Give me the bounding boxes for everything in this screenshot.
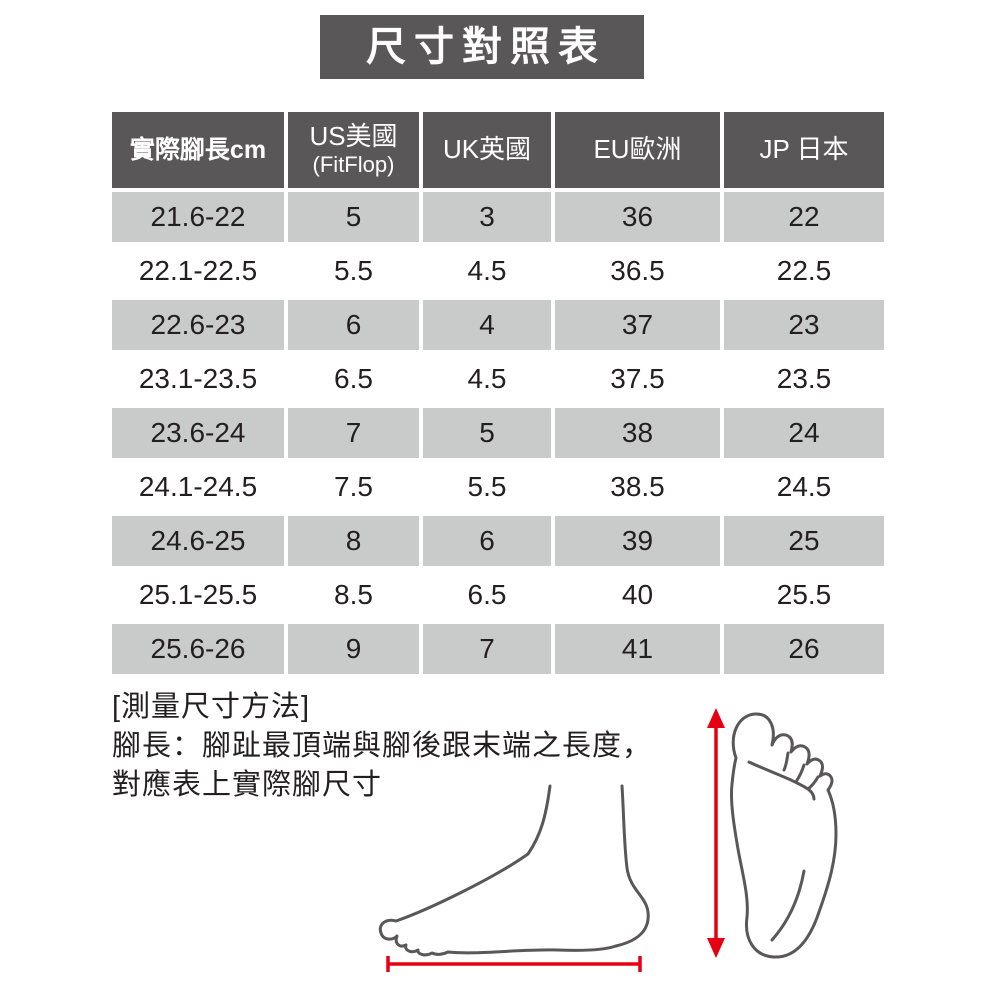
cell-jp: 25.5 xyxy=(724,570,884,620)
table-row: 24.1-24.5 7.5 5.5 38.5 24.5 xyxy=(112,462,884,512)
cell-eu: 36.5 xyxy=(555,246,720,296)
cell-jp: 23 xyxy=(724,300,884,350)
footprint-illustration xyxy=(707,708,838,959)
header-us-label: US美國 xyxy=(309,121,398,152)
cell-us: 8.5 xyxy=(288,570,419,620)
cell-us: 9 xyxy=(288,624,419,674)
cell-uk: 5.5 xyxy=(423,462,551,512)
cell-jp: 26 xyxy=(724,624,884,674)
cell-us: 5.5 xyxy=(288,246,419,296)
cell-uk: 6 xyxy=(423,516,551,566)
header-jp: JP 日本 xyxy=(724,112,884,188)
cell-foot-length: 23.1-23.5 xyxy=(112,354,284,404)
cell-us: 8 xyxy=(288,516,419,566)
cell-uk: 3 xyxy=(423,192,551,242)
table-row: 24.6-25 8 6 39 25 xyxy=(112,516,884,566)
red-double-arrow xyxy=(707,708,725,958)
footprint-outline-icon xyxy=(729,712,838,959)
cell-foot-length: 21.6-22 xyxy=(112,192,284,242)
cell-eu: 37.5 xyxy=(555,354,720,404)
cell-eu: 38 xyxy=(555,408,720,458)
cell-us: 6.5 xyxy=(288,354,419,404)
cell-foot-length: 25.1-25.5 xyxy=(112,570,284,620)
table-row: 25.1-25.5 8.5 6.5 40 25.5 xyxy=(112,570,884,620)
cell-us: 6 xyxy=(288,300,419,350)
table-row: 22.6-23 6 4 37 23 xyxy=(112,300,884,350)
cell-foot-length: 22.1-22.5 xyxy=(112,246,284,296)
cell-us: 5 xyxy=(288,192,419,242)
cell-uk: 4 xyxy=(423,300,551,350)
cell-eu: 39 xyxy=(555,516,720,566)
cell-foot-length: 25.6-26 xyxy=(112,624,284,674)
cell-eu: 37 xyxy=(555,300,720,350)
foot-side-outline-icon xyxy=(378,784,650,957)
foot-side-illustration xyxy=(378,784,650,972)
header-us-sub-label: (FitFlop) xyxy=(312,152,395,178)
table-row: 23.6-24 7 5 38 24 xyxy=(112,408,884,458)
cell-foot-length: 24.6-25 xyxy=(112,516,284,566)
cell-foot-length: 23.6-24 xyxy=(112,408,284,458)
cell-uk: 7 xyxy=(423,624,551,674)
cell-jp: 22.5 xyxy=(724,246,884,296)
measurement-notes: [測量尺寸方法] 腳長：腳趾最頂端與腳後跟末端之長度， 對應表上實際腳尺寸 xyxy=(112,688,652,805)
cell-foot-length: 24.1-24.5 xyxy=(112,462,284,512)
cell-uk: 6.5 xyxy=(423,570,551,620)
cell-eu: 36 xyxy=(555,192,720,242)
notes-line2: 對應表上實際腳尺寸 xyxy=(112,769,383,801)
cell-us: 7.5 xyxy=(288,462,419,512)
notes-line1: 腳長：腳趾最頂端與腳後跟末端之長度， xyxy=(112,730,653,762)
page-title: 尺寸對照表 xyxy=(320,15,644,79)
cell-jp: 22 xyxy=(724,192,884,242)
table-row: 22.1-22.5 5.5 4.5 36.5 22.5 xyxy=(112,246,884,296)
cell-jp: 24.5 xyxy=(724,462,884,512)
header-us: US美國 (FitFlop) xyxy=(288,112,419,188)
cell-jp: 25 xyxy=(724,516,884,566)
table-row: 25.6-26 9 7 41 26 xyxy=(112,624,884,674)
header-uk: UK英國 xyxy=(423,112,551,188)
size-conversion-table: 實際腳長cm US美國 (FitFlop) UK英國 EU歐洲 JP 日本 21… xyxy=(108,108,888,678)
header-foot-length: 實際腳長cm xyxy=(112,112,284,188)
red-length-measure-line xyxy=(386,956,642,972)
header-eu: EU歐洲 xyxy=(555,112,720,188)
table-row: 23.1-23.5 6.5 4.5 37.5 23.5 xyxy=(112,354,884,404)
cell-jp: 23.5 xyxy=(724,354,884,404)
table-header-row: 實際腳長cm US美國 (FitFlop) UK英國 EU歐洲 JP 日本 xyxy=(112,112,884,188)
table-row: 21.6-22 5 3 36 22 xyxy=(112,192,884,242)
notes-heading: [測量尺寸方法] xyxy=(112,691,311,723)
cell-uk: 5 xyxy=(423,408,551,458)
cell-uk: 4.5 xyxy=(423,246,551,296)
cell-uk: 4.5 xyxy=(423,354,551,404)
cell-us: 7 xyxy=(288,408,419,458)
cell-jp: 24 xyxy=(724,408,884,458)
cell-eu: 40 xyxy=(555,570,720,620)
cell-foot-length: 22.6-23 xyxy=(112,300,284,350)
cell-eu: 38.5 xyxy=(555,462,720,512)
cell-eu: 41 xyxy=(555,624,720,674)
